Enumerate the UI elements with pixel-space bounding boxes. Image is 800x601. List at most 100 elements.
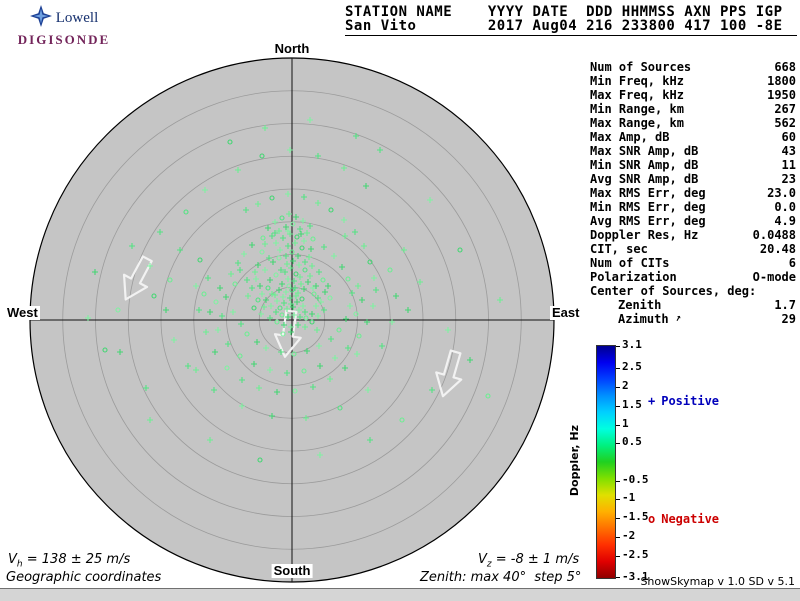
source-point-positive: [342, 233, 348, 239]
source-point-positive: [261, 304, 267, 310]
source-point-positive: [300, 218, 306, 224]
source-point-positive: [347, 303, 353, 309]
source-point-positive: [370, 303, 376, 309]
source-point-positive: [277, 247, 283, 253]
stat-label: Max Range, km: [590, 116, 684, 130]
source-point-negative: [227, 139, 233, 145]
source-point-positive: [341, 165, 347, 171]
source-point-negative: [224, 365, 230, 371]
stat-row: Avg SNR Amp, dB 23: [590, 172, 796, 186]
source-point-positive: [349, 290, 355, 296]
source-point-positive: [283, 253, 289, 259]
colorbar-tick-mark: [616, 405, 620, 407]
source-point-positive: [268, 303, 274, 309]
source-point-positive: [282, 269, 288, 275]
source-point-positive: [290, 304, 296, 310]
source-point-positive: [259, 291, 265, 297]
source-point-positive: [291, 312, 297, 318]
source-point-positive: [219, 313, 225, 319]
source-point-positive: [274, 298, 280, 304]
compass-label-east: East: [550, 305, 582, 320]
stat-row: Avg RMS Err, deg 4.9: [590, 214, 796, 228]
colorbar-tick-mark: [616, 577, 620, 578]
stat-value: 11: [781, 158, 796, 172]
stat-value: 1800: [767, 74, 796, 88]
source-point-negative: [303, 315, 309, 321]
source-point-positive: [352, 229, 358, 235]
source-point-positive: [285, 243, 291, 249]
source-point-negative: [286, 283, 292, 289]
source-point-positive: [355, 283, 361, 289]
source-point-negative: [280, 331, 286, 337]
stat-row: Min Freq, kHz 1800: [590, 74, 796, 88]
colorbar-tick-mark: [616, 536, 620, 538]
colorbar-tick-label: 1.5: [622, 397, 642, 411]
source-point-negative: [279, 215, 285, 221]
source-point-positive: [328, 336, 334, 342]
source-point-positive: [379, 343, 385, 349]
source-point-negative: [259, 153, 265, 159]
source-point-negative: [251, 305, 257, 311]
colorbar-tick-label: -2.5: [622, 547, 649, 561]
source-point-negative: [294, 234, 300, 240]
stat-row: Doppler Res, Hz 0.0488: [590, 228, 796, 242]
source-point-negative: [279, 312, 285, 318]
source-point-positive: [339, 264, 345, 270]
source-point-positive: [212, 349, 218, 355]
stat-row: Min SNR Amp, dB 11: [590, 158, 796, 172]
source-point-positive: [405, 307, 411, 313]
source-point-positive: [317, 363, 323, 369]
legend-negative-label: Negative: [661, 512, 720, 526]
source-point-positive: [262, 267, 268, 273]
stat-label: Max Amp, dB: [590, 130, 670, 144]
vz-symbol: V: [478, 552, 487, 567]
source-point-negative: [291, 351, 297, 357]
colorbar-tick-label: 2: [622, 379, 629, 393]
vz-subscript: z: [486, 559, 492, 570]
source-point-positive: [269, 233, 275, 239]
source-point-negative: [289, 249, 295, 255]
source-point-positive: [313, 283, 319, 289]
source-point-positive: [244, 277, 250, 283]
source-point-negative: [293, 271, 299, 277]
source-point-negative: [276, 255, 282, 261]
source-point-negative: [345, 276, 351, 282]
stat-value: 1950: [767, 88, 796, 102]
header-values-row: San Vito 2017 Aug04 216 233800 417 100 -…: [345, 18, 783, 34]
colorbar-ticks: 3.1 2.5 2 1.5 1 0.5 -0.5 -1 -1.5 -2 -2.5 -3.1: [622, 339, 658, 583]
source-point-positive: [280, 294, 286, 300]
colorbar-tick-mark: [616, 346, 620, 347]
stat-row: Center of Sources, deg:: [590, 284, 796, 298]
stat-value: 0.0: [774, 200, 796, 214]
version-text: ShowSkymap v 1.0 SD v 5.1: [640, 575, 795, 588]
source-point-negative: [265, 285, 271, 291]
source-point-positive: [228, 271, 234, 277]
source-point-positive: [308, 246, 314, 252]
stat-value: 23: [781, 172, 796, 186]
source-point-positive: [258, 311, 264, 317]
source-point-positive: [301, 238, 307, 244]
source-point-positive: [276, 287, 282, 293]
source-point-negative: [457, 247, 463, 253]
source-point-positive: [296, 262, 302, 268]
stat-value: 23.0: [767, 186, 796, 200]
source-point-negative: [337, 405, 343, 411]
source-point-positive: [143, 385, 149, 391]
source-point-positive: [177, 247, 183, 253]
source-point-positive: [287, 295, 293, 301]
source-point-negative: [327, 295, 333, 301]
source-point-positive: [241, 251, 247, 257]
logo-digisonde-text: DIGISONDE: [17, 32, 111, 47]
stat-row: Max SNR Amp, dB 43: [590, 144, 796, 158]
source-point-positive: [278, 349, 284, 355]
source-point-positive: [284, 306, 290, 312]
source-point-positive: [205, 275, 211, 281]
source-point-positive: [292, 240, 298, 246]
source-point-positive: [315, 295, 321, 301]
source-point-positive: [467, 357, 473, 363]
stat-row: Zenith 1.7: [590, 298, 796, 312]
source-point-negative: [292, 388, 298, 394]
source-point-positive: [291, 278, 297, 284]
source-point-positive: [267, 315, 273, 321]
